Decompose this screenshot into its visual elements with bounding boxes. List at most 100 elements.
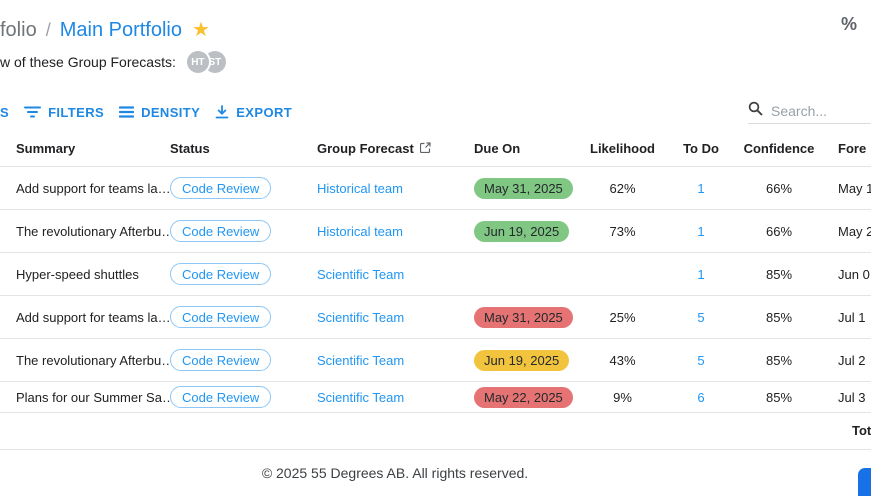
forecast-cell: Jul 3 — [838, 389, 866, 405]
table-row[interactable]: Hyper-speed shuttles Code Review Scienti… — [0, 253, 871, 296]
group-forecast-link[interactable]: Scientific Team — [317, 352, 405, 368]
likelihood-cell: 9% — [613, 389, 632, 405]
column-header-confidence[interactable]: Confidence — [743, 140, 815, 156]
totals-label: Total — [852, 423, 871, 438]
external-link-icon — [419, 141, 431, 156]
group-forecast-cell: Scientific Team — [317, 310, 474, 325]
due-on-cell: May 31, 2025 — [474, 177, 580, 199]
status-cell: Code Review — [170, 220, 317, 242]
density-button[interactable]: DENSITY — [119, 105, 200, 120]
filter-icon — [24, 106, 42, 118]
due-date-pill: Jun 19, 2025 — [474, 349, 570, 371]
todo-cell: 6 — [665, 390, 737, 405]
table-row[interactable]: Plans for our Summer Sa… Code Review Sci… — [0, 382, 871, 413]
forecast-cell: Jun 0 — [838, 266, 870, 282]
group-forecast-link[interactable]: Scientific Team — [317, 389, 405, 405]
avatar-ht[interactable]: HT — [186, 51, 209, 73]
due-on-cell: Jun 19, 2025 — [474, 220, 580, 242]
todo-count-link[interactable]: 1 — [697, 223, 705, 239]
breadcrumb-current-link[interactable]: Main Portfolio — [59, 19, 182, 41]
column-header-summary[interactable]: Summary — [16, 140, 76, 156]
group-forecasts-subtitle: w of these Group Forecasts: HT ST — [0, 51, 226, 73]
filters-button-label: FILTERS — [48, 104, 105, 120]
status-chip: Code Review — [170, 349, 272, 371]
favorite-star-icon[interactable]: ★ — [192, 19, 210, 41]
todo-cell: 1 — [665, 224, 737, 239]
forecast-cell: Jul 2 — [838, 352, 866, 368]
summary-cell: Add support for teams la… — [16, 180, 171, 196]
forecast-cell: Jul 1 — [838, 309, 866, 325]
todo-cell: 5 — [665, 353, 737, 368]
summary-cell: The revolutionary Afterbu… — [16, 223, 175, 239]
percent-icon[interactable]: % — [841, 14, 858, 34]
column-header-due-on[interactable]: Due On — [474, 140, 521, 156]
due-date-pill: May 22, 2025 — [474, 386, 573, 408]
likelihood-cell: 43% — [609, 352, 636, 368]
summary-cell: The revolutionary Afterbu… — [16, 352, 175, 368]
todo-count-link[interactable]: 5 — [697, 309, 705, 325]
due-date-pill: May 31, 2025 — [474, 177, 573, 199]
confidence-cell: 85% — [765, 389, 793, 405]
download-icon — [215, 105, 229, 119]
breadcrumb-separator: / — [45, 20, 51, 40]
status-cell: Code Review — [170, 177, 317, 199]
export-button-label: EXPORT — [236, 104, 293, 120]
export-button[interactable]: EXPORT — [215, 105, 292, 120]
status-chip: Code Review — [170, 386, 272, 408]
due-date-pill: May 31, 2025 — [474, 306, 573, 328]
todo-cell: 1 — [665, 181, 737, 196]
column-header-forecast[interactable]: Fore — [838, 140, 867, 156]
density-button-label: DENSITY — [141, 104, 201, 120]
todo-count-link[interactable]: 6 — [697, 389, 705, 405]
breadcrumb: folio / Main Portfolio ★ — [0, 16, 210, 44]
status-cell: Code Review — [170, 306, 317, 328]
group-forecast-cell: Historical team — [317, 224, 474, 239]
group-forecast-cell: Scientific Team — [317, 267, 474, 282]
chat-launcher-button[interactable] — [858, 468, 871, 496]
status-cell: Code Review — [170, 349, 317, 371]
group-forecast-cell: Historical team — [317, 181, 474, 196]
search-input[interactable] — [771, 103, 861, 119]
group-forecast-cell: Scientific Team — [317, 353, 474, 368]
summary-cell: Plans for our Summer Sa… — [16, 389, 175, 405]
table-row[interactable]: Add support for teams la… Code Review Hi… — [0, 167, 871, 210]
footer-copyright: © 2025 55 Degrees AB. All rights reserve… — [261, 465, 529, 481]
todo-count-link[interactable]: 1 — [697, 266, 705, 282]
table-row[interactable]: Add support for teams la… Code Review Sc… — [0, 296, 871, 339]
confidence-cell: 85% — [765, 352, 793, 368]
confidence-cell: 85% — [765, 266, 793, 282]
confidence-cell: 85% — [765, 309, 793, 325]
column-header-group-forecast[interactable]: Group Forecast — [317, 141, 474, 156]
table-header-row: Summary Status Group Forecast Due On Lik… — [0, 130, 871, 167]
table-row[interactable]: The revolutionary Afterbu… Code Review H… — [0, 210, 871, 253]
table-row[interactable]: The revolutionary Afterbu… Code Review S… — [0, 339, 871, 382]
status-chip: Code Review — [170, 177, 272, 199]
breadcrumb-parent-link[interactable]: folio — [0, 19, 37, 41]
status-chip: Code Review — [170, 263, 272, 285]
filters-button[interactable]: FILTERS — [24, 105, 104, 120]
forecast-cell: May 1 — [838, 180, 871, 196]
column-header-status[interactable]: Status — [170, 140, 210, 156]
group-forecast-link[interactable]: Scientific Team — [317, 309, 405, 325]
group-forecast-link[interactable]: Historical team — [317, 180, 403, 196]
density-icon — [119, 106, 135, 118]
due-date-pill: Jun 19, 2025 — [474, 220, 570, 242]
due-on-cell: May 31, 2025 — [474, 306, 580, 328]
avatar-st[interactable]: ST — [203, 51, 226, 73]
status-cell: Code Review — [170, 386, 317, 408]
table-totals-row: Total — [0, 413, 871, 450]
due-on-cell: May 22, 2025 — [474, 386, 580, 408]
group-forecast-link[interactable]: Historical team — [317, 223, 403, 239]
column-header-to-do[interactable]: To Do — [683, 140, 719, 156]
todo-count-link[interactable]: 5 — [697, 352, 705, 368]
search-box — [748, 99, 871, 124]
column-header-likelihood[interactable]: Likelihood — [590, 140, 655, 156]
due-on-cell: Jun 19, 2025 — [474, 349, 580, 371]
group-forecast-link[interactable]: Scientific Team — [317, 266, 405, 282]
forecast-table: Summary Status Group Forecast Due On Lik… — [0, 130, 871, 450]
likelihood-cell: 62% — [609, 180, 636, 196]
todo-count-link[interactable]: 1 — [697, 180, 705, 196]
columns-button-clipped[interactable]: S — [0, 104, 10, 120]
table-toolbar: S FILTERS DENSITY EXPORT — [0, 99, 292, 125]
